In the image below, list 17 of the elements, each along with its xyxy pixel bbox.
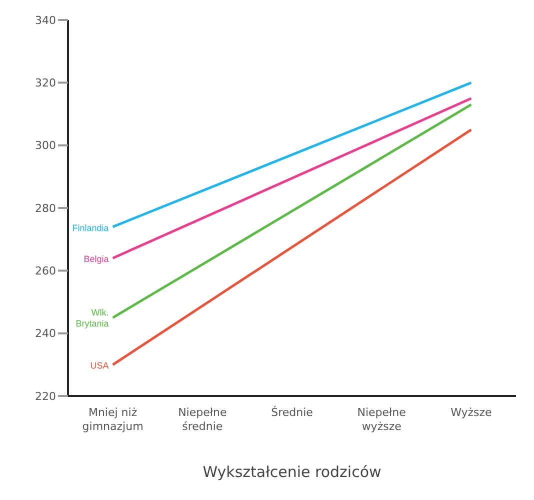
x-tick-label: Średnie [271, 405, 314, 419]
y-tick-label: 260 [35, 264, 56, 278]
y-tick-label: 320 [35, 76, 56, 90]
y-tick-label: 240 [35, 327, 56, 340]
x-tick-label: Mniej niż gimnazjum [82, 406, 144, 433]
x-tick-label: Wyższe [450, 406, 492, 419]
x-axis-title: Wykształcenie rodziców [202, 463, 382, 481]
series-label: Wlk. Brytania [76, 308, 109, 329]
series-label: USA [90, 360, 109, 371]
y-tick-label: 300 [35, 139, 56, 152]
y-tick-label: 220 [35, 390, 56, 403]
series-label: Belgia [84, 254, 109, 264]
series-label: Finlandia [72, 222, 109, 233]
y-tick-label: 280 [35, 202, 56, 215]
x-tick-label: Niepełne wyższe [357, 406, 406, 433]
x-tick-label: Niepełne średnie [178, 406, 227, 433]
y-tick-label: 340 [35, 14, 56, 27]
